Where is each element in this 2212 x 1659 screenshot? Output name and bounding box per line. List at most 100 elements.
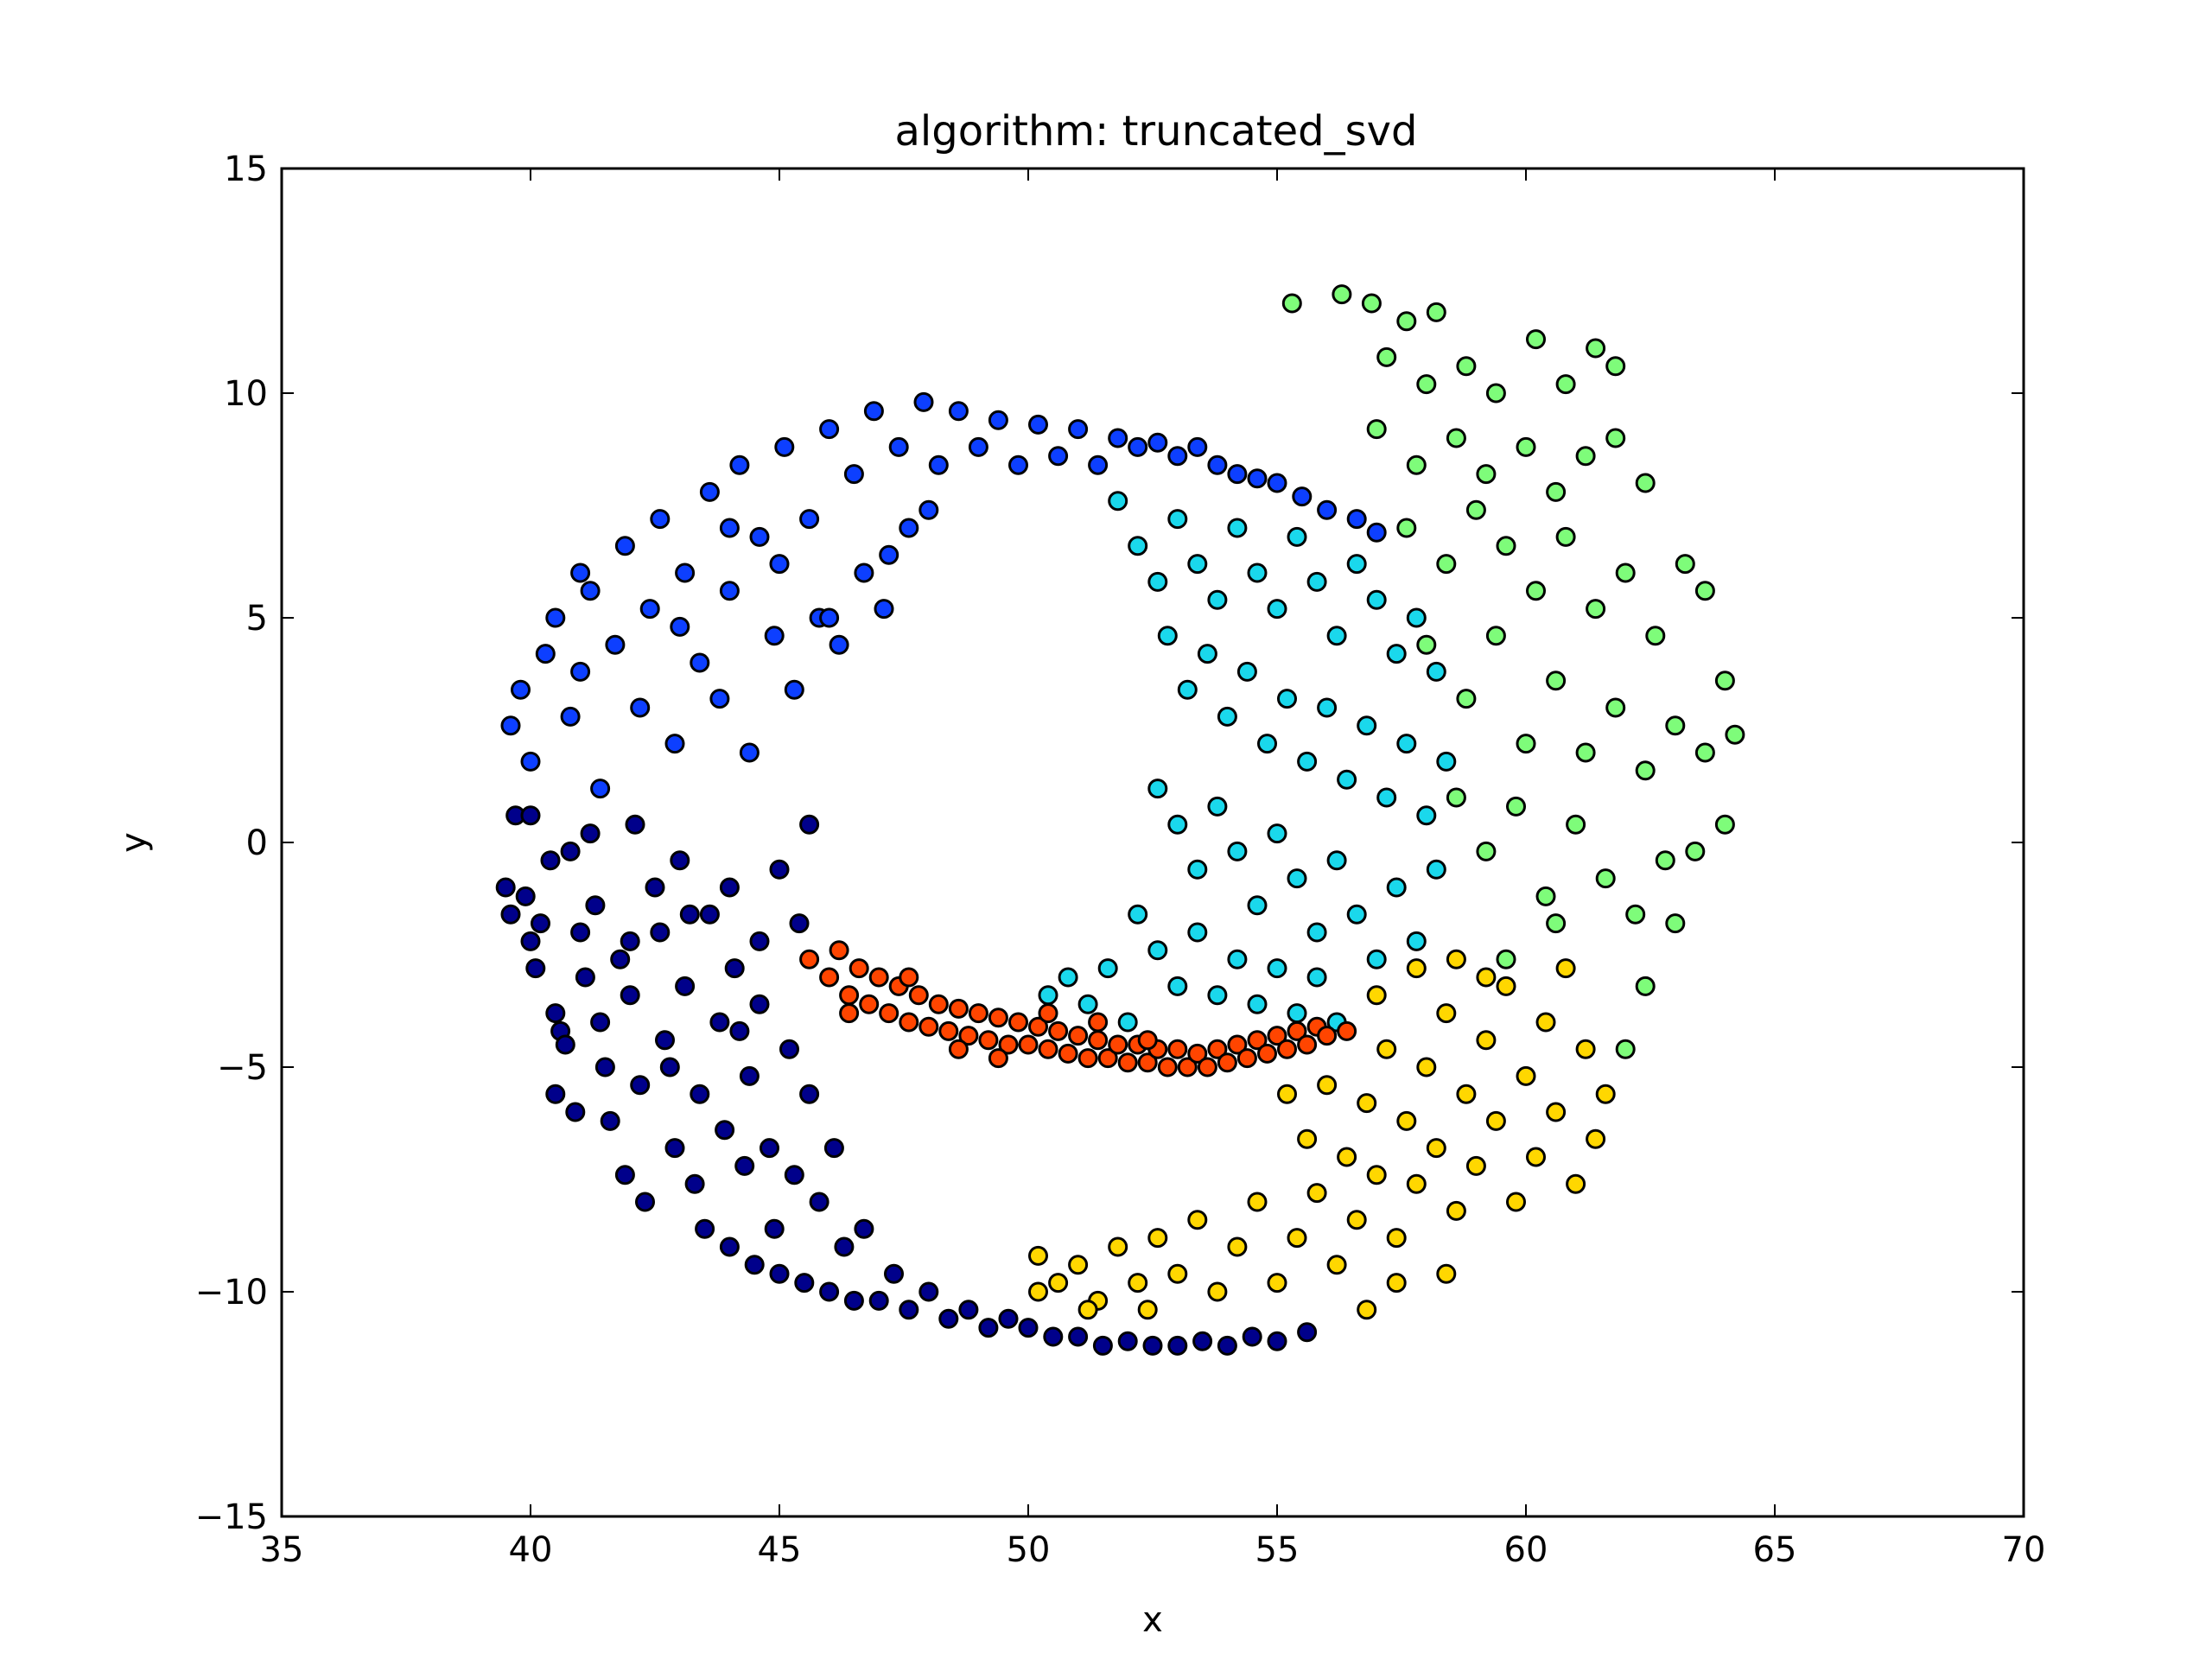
- data-point: [1287, 868, 1307, 889]
- data-point: [784, 679, 804, 700]
- data-point: [1197, 644, 1217, 664]
- data-point: [1366, 589, 1387, 610]
- data-point: [938, 1020, 959, 1041]
- data-point: [1128, 536, 1148, 556]
- data-point: [670, 616, 690, 637]
- data-point: [675, 976, 696, 996]
- data-point: [879, 544, 899, 565]
- data-point: [1187, 1210, 1208, 1230]
- data-point: [1317, 499, 1338, 520]
- data-point: [829, 634, 849, 655]
- data-point: [1147, 571, 1168, 592]
- data-point: [1167, 976, 1188, 996]
- data-point: [1456, 689, 1477, 709]
- data-point: [1147, 1228, 1168, 1249]
- data-point: [1247, 563, 1268, 583]
- data-point: [829, 940, 849, 961]
- data-point: [899, 1012, 919, 1033]
- data-point: [1416, 805, 1437, 826]
- data-point: [823, 1138, 844, 1159]
- data-point: [605, 634, 626, 655]
- data-point: [715, 1120, 735, 1141]
- data-point: [1038, 1003, 1058, 1024]
- data-point: [1446, 787, 1466, 808]
- data-point: [614, 1165, 635, 1185]
- data-point: [1058, 967, 1078, 988]
- data-point: [899, 967, 919, 988]
- data-point: [620, 931, 640, 951]
- data-point: [1028, 1016, 1048, 1037]
- data-point: [1535, 886, 1556, 906]
- data-point: [1575, 1039, 1596, 1059]
- data-point: [978, 1030, 999, 1051]
- data-point: [585, 895, 606, 916]
- data-point: [819, 419, 840, 440]
- data-point: [1346, 904, 1367, 925]
- x-tick-label: 35: [260, 1530, 304, 1570]
- data-point: [839, 985, 860, 1006]
- data-point: [1625, 904, 1646, 925]
- data-point: [1535, 1012, 1556, 1033]
- data-point: [1227, 1236, 1248, 1257]
- data-point: [1485, 383, 1506, 404]
- data-point: [1476, 464, 1497, 485]
- data-point: [1097, 958, 1118, 979]
- data-point: [1366, 949, 1387, 969]
- data-point: [819, 1281, 840, 1302]
- data-point: [1725, 724, 1745, 745]
- data-point: [560, 841, 581, 861]
- data-point: [1386, 1228, 1407, 1249]
- data-point: [690, 652, 710, 673]
- data-point: [1267, 473, 1287, 493]
- data-point: [1217, 1335, 1237, 1356]
- data-point: [1077, 1300, 1098, 1320]
- data-point: [724, 958, 745, 979]
- data-point: [1605, 428, 1626, 448]
- data-point: [1048, 1273, 1069, 1294]
- data-point: [1277, 1039, 1297, 1059]
- data-point: [1207, 1039, 1228, 1059]
- data-point: [1167, 1263, 1188, 1284]
- data-point: [1586, 338, 1606, 359]
- data-point: [1092, 1335, 1113, 1356]
- data-point: [1306, 571, 1327, 592]
- data-point: [1396, 1110, 1417, 1131]
- data-point: [1317, 697, 1338, 718]
- data-point: [928, 454, 949, 475]
- data-point: [988, 410, 1008, 430]
- data-point: [739, 1065, 760, 1086]
- data-point: [968, 1003, 988, 1024]
- data-point: [1267, 823, 1287, 844]
- data-point: [1416, 1057, 1437, 1077]
- data-point: [1675, 554, 1695, 575]
- data-point: [1496, 976, 1516, 996]
- data-point: [1376, 346, 1397, 367]
- data-point: [799, 1084, 820, 1104]
- x-tick-label: 55: [1255, 1530, 1300, 1570]
- data-point: [1068, 1255, 1089, 1275]
- data-point: [839, 1003, 860, 1024]
- data-point: [938, 1308, 959, 1329]
- data-point: [1615, 563, 1636, 583]
- data-point: [1297, 1128, 1318, 1149]
- data-point: [1108, 1034, 1128, 1055]
- data-point: [1128, 436, 1148, 457]
- data-point: [988, 1048, 1008, 1069]
- data-point: [1436, 554, 1457, 575]
- y-tick-label: −15: [195, 1497, 268, 1537]
- data-point: [1546, 481, 1567, 502]
- data-point: [1416, 634, 1437, 655]
- x-tick-label: 60: [1504, 1530, 1548, 1570]
- data-point: [1167, 509, 1188, 530]
- data-point: [764, 1218, 785, 1239]
- data-point: [1555, 526, 1576, 547]
- data-point: [1247, 994, 1268, 1014]
- data-point: [1247, 1192, 1268, 1212]
- data-point: [774, 436, 795, 457]
- data-point: [1485, 626, 1506, 646]
- data-point: [1167, 1335, 1188, 1356]
- data-point: [650, 509, 671, 530]
- data-point: [729, 454, 750, 475]
- data-point: [908, 985, 929, 1006]
- data-point: [863, 401, 884, 422]
